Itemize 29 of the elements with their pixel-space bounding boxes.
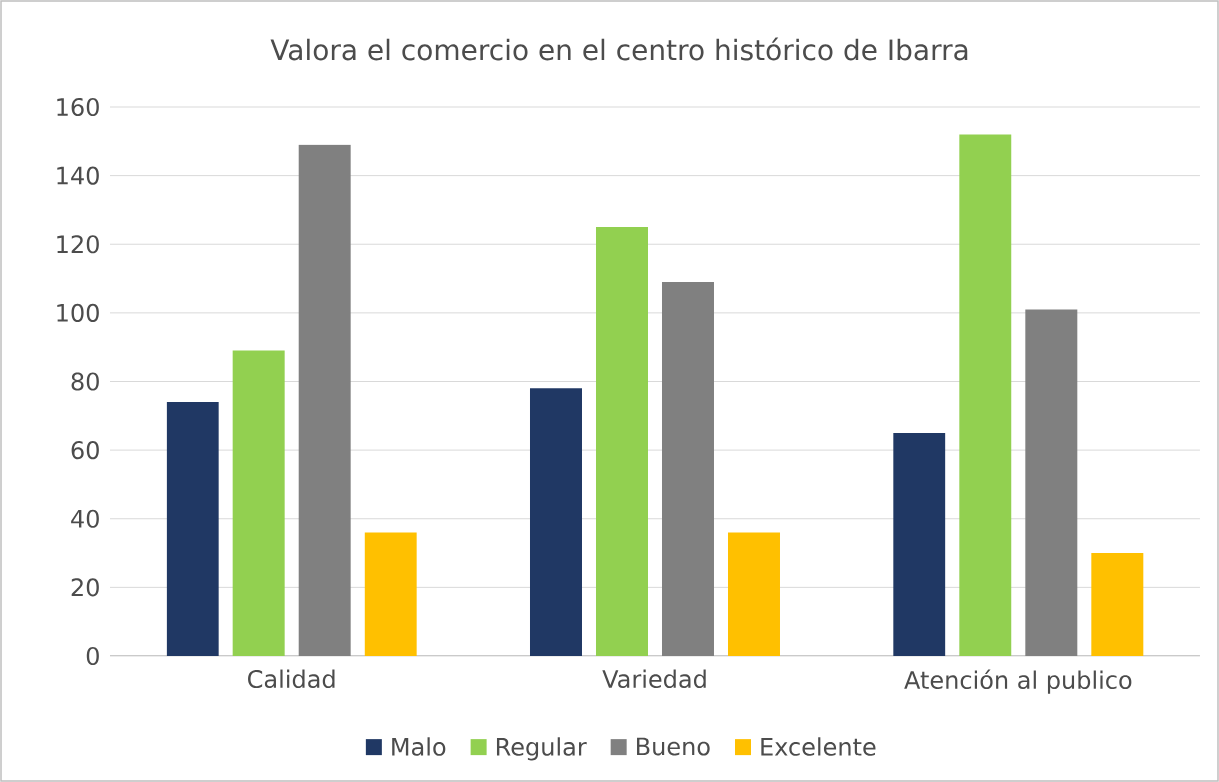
bar: [893, 432, 946, 656]
x-tick-label: Calidad: [248, 669, 335, 689]
bar: [1025, 309, 1078, 656]
x-tick-label: Variedad: [602, 669, 706, 689]
y-tick-label: 60: [71, 441, 99, 460]
chart-title: Valora el comercio en el centro histórico de Ibarra: [270, 37, 968, 61]
y-tick-label: 120: [57, 235, 99, 254]
bar: [595, 227, 648, 656]
y-tick-label: 80: [71, 372, 99, 391]
y-tick-label: 40: [71, 509, 99, 528]
bar: [727, 532, 780, 656]
y-tick-label: 160: [57, 97, 99, 117]
y-tick-label: 140: [57, 166, 99, 185]
bar: [1091, 553, 1144, 656]
bar: [530, 388, 582, 656]
legend-label: Malo: [392, 737, 446, 756]
bar: [298, 144, 351, 656]
legend-label: Bueno: [637, 737, 710, 756]
legend-label: Regular: [496, 737, 587, 761]
bar: [959, 134, 1012, 656]
bar: [364, 532, 417, 656]
bar: [166, 402, 219, 656]
legend-label: Excelente: [761, 737, 876, 756]
y-tick-label: 0: [86, 646, 99, 666]
y-tick-label: 100: [57, 303, 99, 322]
y-tick-label: 20: [71, 578, 99, 597]
bar: [232, 350, 285, 656]
bar: [661, 281, 714, 656]
x-tick-label: Atención al publico: [904, 669, 1132, 694]
